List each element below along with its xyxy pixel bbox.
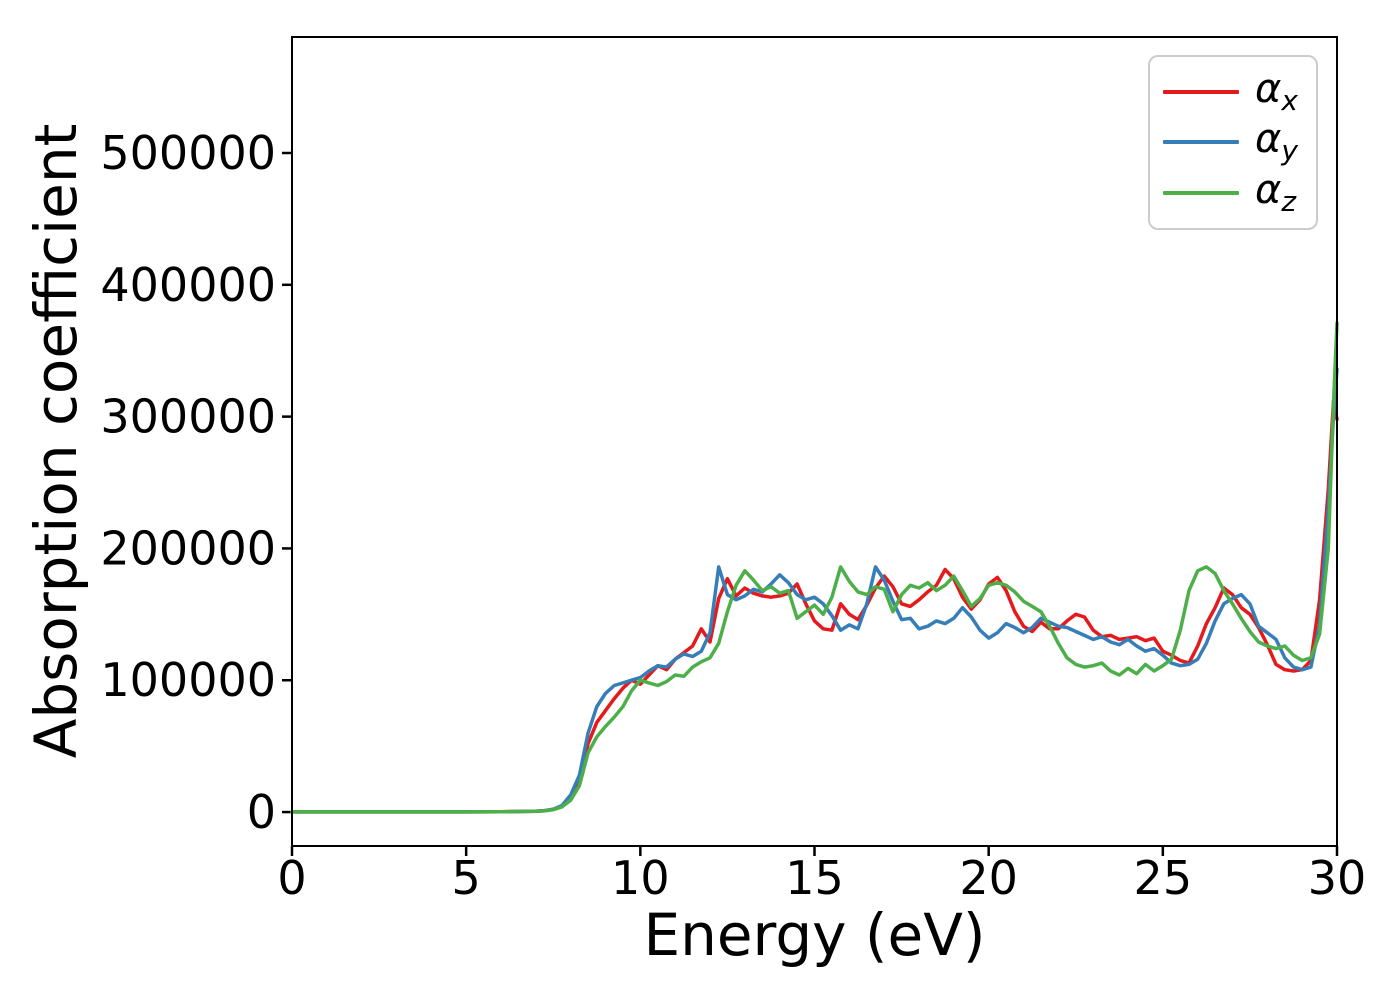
series-line-alpha_x <box>290 399 1339 814</box>
x-tick-label: 25 <box>1134 851 1193 905</box>
y-tick-label: 300000 <box>100 390 276 444</box>
y-tick-label: 100000 <box>100 653 276 707</box>
legend-swatch-alpha_x <box>1163 90 1239 95</box>
y-tick-label: 200000 <box>100 521 276 575</box>
x-tick-label: 10 <box>611 851 670 905</box>
legend-label-alpha_y: αy <box>1255 116 1298 168</box>
y-tick-label: 500000 <box>100 126 276 180</box>
legend: αx αy αz <box>1148 55 1318 230</box>
legend-swatch-alpha_y <box>1163 140 1239 145</box>
x-axis-ticks: 0 5 10 15 20 25 30 <box>277 846 1366 905</box>
legend-item-alpha_y: αy <box>1150 119 1316 165</box>
legend-item-alpha_z: αz <box>1150 170 1316 216</box>
y-tick-label: 0 <box>247 785 276 839</box>
x-tick-label: 5 <box>452 851 481 905</box>
legend-item-alpha_x: αx <box>1150 69 1316 115</box>
series-line-alpha_z <box>290 321 1339 814</box>
legend-label-alpha_x: αx <box>1255 66 1298 118</box>
series-line-alpha_y <box>290 367 1339 814</box>
x-tick-label: 20 <box>959 851 1018 905</box>
x-tick-label: 0 <box>277 851 306 905</box>
y-tick-label: 400000 <box>100 258 276 312</box>
y-axis-label: Absorption coefficient <box>22 123 90 759</box>
y-axis-ticks: 0 100000 200000 300000 400000 500000 <box>100 126 292 839</box>
plot-spines <box>291 36 1338 847</box>
x-axis-label: Energy (eV) <box>643 901 986 969</box>
legend-swatch-alpha_z <box>1163 190 1239 195</box>
x-tick-label: 30 <box>1308 851 1367 905</box>
x-tick-label: 15 <box>785 851 844 905</box>
legend-label-alpha_z: αz <box>1255 166 1297 218</box>
